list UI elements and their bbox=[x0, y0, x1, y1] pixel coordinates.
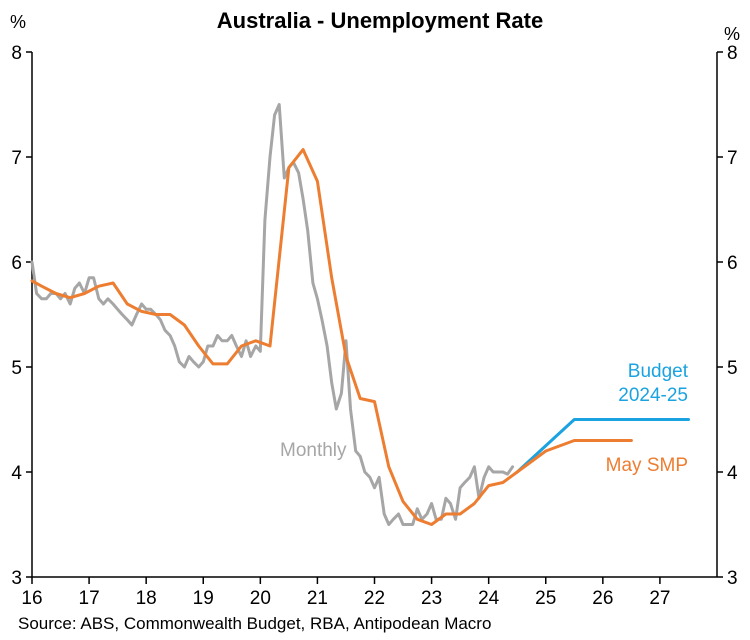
may-smp-series-line bbox=[30, 148, 633, 526]
x-tick-label-4: 20 bbox=[250, 588, 271, 609]
y-tick-label-right-5: 8 bbox=[727, 43, 738, 64]
y-tick-label-right-2: 5 bbox=[727, 358, 738, 379]
x-tick-label-2: 18 bbox=[136, 588, 157, 609]
chart-title: Australia - Unemployment Rate bbox=[217, 8, 543, 33]
source-note: Source: ABS, Commonwealth Budget, RBA, A… bbox=[18, 614, 492, 633]
monthly-series-line bbox=[30, 103, 515, 526]
left-axis-unit: % bbox=[10, 12, 26, 32]
y-tick-label-right-3: 6 bbox=[727, 253, 738, 274]
monthly-label: Monthly bbox=[280, 440, 347, 461]
x-tick-label-5: 21 bbox=[307, 588, 328, 609]
budget-label-line-2: 2024-25 bbox=[618, 385, 688, 406]
x-tick-label-3: 19 bbox=[193, 588, 214, 609]
x-tick-label-10: 26 bbox=[592, 588, 613, 609]
axes bbox=[31, 52, 718, 578]
right-axis-unit: % bbox=[724, 24, 740, 44]
y-tick-label-right-0: 3 bbox=[727, 568, 738, 589]
x-tick-label-7: 23 bbox=[421, 588, 442, 609]
y-tick-label-left-1: 4 bbox=[11, 463, 22, 484]
x-tick-label-11: 27 bbox=[649, 588, 670, 609]
y-tick-label-left-2: 5 bbox=[11, 358, 22, 379]
series-layer bbox=[30, 103, 690, 526]
y-tick-label-right-4: 7 bbox=[727, 148, 738, 169]
y-tick-label-left-3: 6 bbox=[11, 253, 22, 274]
y-tick-label-left-4: 7 bbox=[11, 148, 22, 169]
y-tick-label-right-1: 4 bbox=[727, 463, 738, 484]
y-tick-label-left-5: 8 bbox=[11, 43, 22, 64]
x-tick-label-6: 22 bbox=[364, 588, 385, 609]
x-tick-label-0: 16 bbox=[21, 588, 42, 609]
x-tick-label-8: 24 bbox=[478, 588, 500, 609]
y-tick-label-left-0: 3 bbox=[11, 568, 22, 589]
budget-series-line bbox=[515, 418, 690, 474]
tick-layer: 3 3 4 4 5 5 6 6 7 7 8 8 16 17 18 19 20 21 22 23 24 25 26 27 bbox=[11, 43, 738, 609]
budget-label-line-1: Budget bbox=[628, 361, 689, 382]
x-tick-label-9: 25 bbox=[535, 588, 556, 609]
may-smp-label: May SMP bbox=[606, 455, 688, 476]
x-tick-label-1: 17 bbox=[79, 588, 100, 609]
